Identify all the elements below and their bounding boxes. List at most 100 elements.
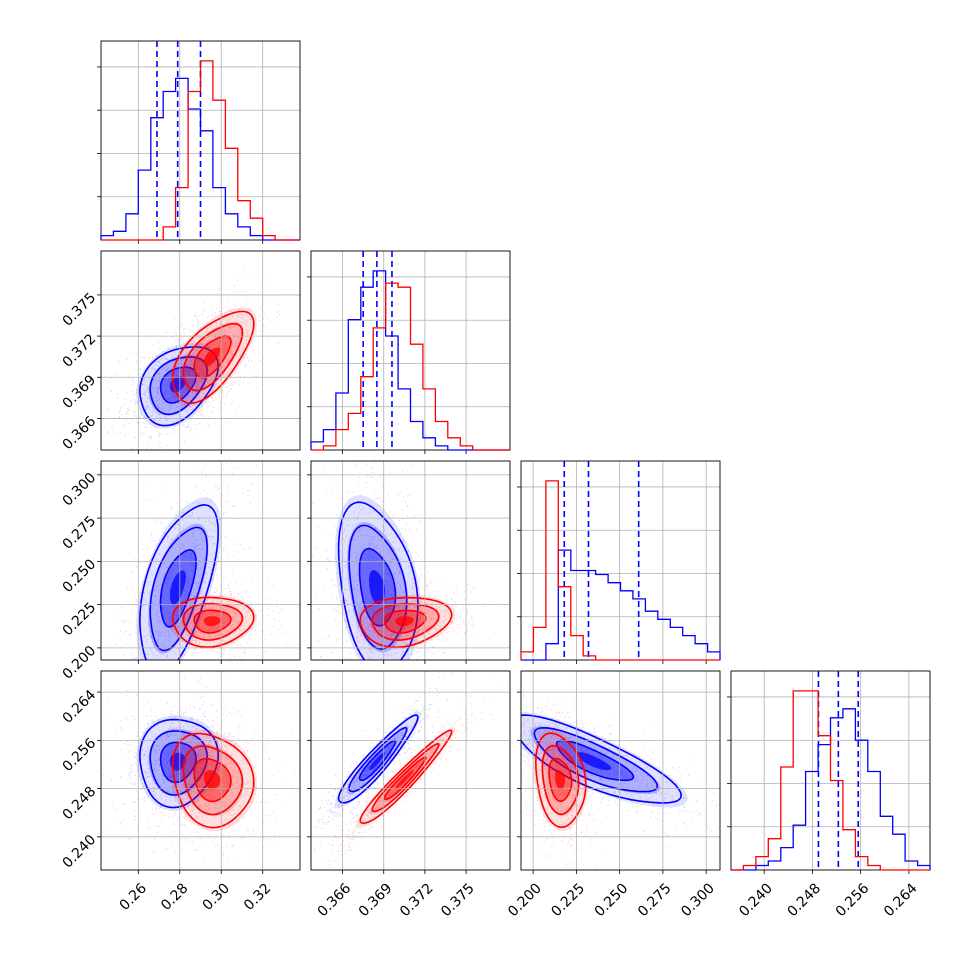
histogram-blue xyxy=(310,270,510,451)
panel-frame xyxy=(520,460,721,661)
density-fill xyxy=(369,752,386,771)
panel-1-0 xyxy=(97,250,301,454)
density-fill xyxy=(203,770,221,790)
histogram-red xyxy=(311,282,510,451)
histogram-red xyxy=(101,60,300,241)
scatter-panel-3-0 xyxy=(102,671,300,870)
density-fill xyxy=(395,769,414,789)
scatter-points-blue xyxy=(311,461,453,660)
histogram-red xyxy=(731,690,930,871)
panel-frame xyxy=(100,250,301,451)
y-tick-label: 0.200 xyxy=(60,643,100,683)
contour-blue xyxy=(337,714,419,804)
contour-blue xyxy=(159,548,197,628)
scatter-panel-1-0 xyxy=(105,267,281,450)
x-tick-label: 0.256 xyxy=(833,880,873,920)
x-tick-label: 0.375 xyxy=(438,880,478,920)
panel-3-3 xyxy=(727,670,931,874)
x-tick-label: 0.200 xyxy=(505,880,545,920)
contour-blue xyxy=(337,501,419,660)
contour-red xyxy=(182,323,244,392)
y-tick-label: 0.300 xyxy=(60,470,100,510)
contour-red xyxy=(182,602,244,641)
contour-red xyxy=(359,596,453,649)
panel-frame xyxy=(520,670,721,871)
x-tick-label: 0.372 xyxy=(397,880,437,920)
x-tick-label: 0.26 xyxy=(117,880,150,913)
scatter-points-red xyxy=(118,567,289,660)
contour-blue xyxy=(348,524,408,650)
panel-3-1 xyxy=(307,670,511,874)
contour-red xyxy=(171,596,255,648)
panel-frame xyxy=(100,460,301,661)
scatter-layer xyxy=(102,267,720,870)
contour-blue xyxy=(358,739,397,781)
contour-blue xyxy=(159,366,197,404)
contour-red xyxy=(193,335,232,379)
contour-red xyxy=(371,742,440,813)
contour-blue xyxy=(348,727,408,793)
y-tick-label: 0.372 xyxy=(60,331,100,371)
panel-frame xyxy=(310,250,511,451)
density-fill xyxy=(169,570,186,605)
scatter-panel-2-1 xyxy=(311,461,506,660)
y-tick-label: 0.256 xyxy=(60,735,100,775)
contour-red xyxy=(383,756,427,801)
contour-blue xyxy=(159,741,197,784)
contour-blue xyxy=(521,714,683,804)
contour-blue xyxy=(139,718,220,809)
contour-red xyxy=(171,732,255,829)
contour-red xyxy=(193,609,232,634)
x-tick-label: 0.28 xyxy=(158,880,191,913)
contour-blue xyxy=(149,356,209,416)
density-fill xyxy=(555,770,566,790)
contour-red xyxy=(193,757,232,803)
scatter-panel-3-2 xyxy=(521,689,720,870)
contour-red xyxy=(359,729,453,825)
x-tick-label: 0.366 xyxy=(315,880,355,920)
y-tick-label: 0.369 xyxy=(60,372,100,412)
panel-2-1 xyxy=(307,460,511,664)
density-fill xyxy=(576,752,612,771)
scatter-panel-3-1 xyxy=(313,671,510,867)
contour-red xyxy=(182,745,244,816)
contour-red xyxy=(383,609,427,634)
histogram-blue xyxy=(521,549,721,661)
y-tick-label: 0.375 xyxy=(60,290,100,330)
y-tick-label: 0.240 xyxy=(60,832,100,872)
panel-frame xyxy=(310,460,511,661)
panel-2-2 xyxy=(517,460,721,664)
x-tick-label: 0.240 xyxy=(736,880,776,920)
density-fill xyxy=(369,570,386,605)
x-tick-label: 0.30 xyxy=(200,880,233,913)
density-fill xyxy=(203,616,221,627)
contour-blue xyxy=(149,526,209,652)
contour-red xyxy=(541,744,580,815)
panel-3-2 xyxy=(517,670,721,874)
histogram-red xyxy=(520,480,720,661)
histogram-blue xyxy=(731,708,931,871)
x-tick-label: 0.225 xyxy=(548,880,588,920)
y-tick-label: 0.250 xyxy=(60,556,100,596)
panel-frame xyxy=(310,670,511,871)
y-tick-label: 0.275 xyxy=(60,513,100,553)
density-fill xyxy=(395,616,414,627)
contour-red xyxy=(534,732,587,829)
contour-blue xyxy=(139,504,220,660)
x-tick-label: 0.250 xyxy=(592,880,632,920)
y-tick-label: 0.248 xyxy=(60,784,100,824)
density-fill xyxy=(203,347,221,367)
y-tick-label: 0.366 xyxy=(60,413,100,453)
y-tick-label: 0.225 xyxy=(60,600,100,640)
x-tick-label: 0.248 xyxy=(784,880,824,920)
x-tick-label: 0.275 xyxy=(635,880,675,920)
panel-3-0 xyxy=(97,670,301,874)
x-tick-label: 0.369 xyxy=(356,880,396,920)
x-tick-label: 0.32 xyxy=(241,880,274,913)
contour-blue xyxy=(139,346,220,427)
panels-layer xyxy=(97,40,931,874)
density-fill xyxy=(521,711,688,808)
contour-red xyxy=(171,310,255,405)
contour-blue xyxy=(533,726,659,793)
